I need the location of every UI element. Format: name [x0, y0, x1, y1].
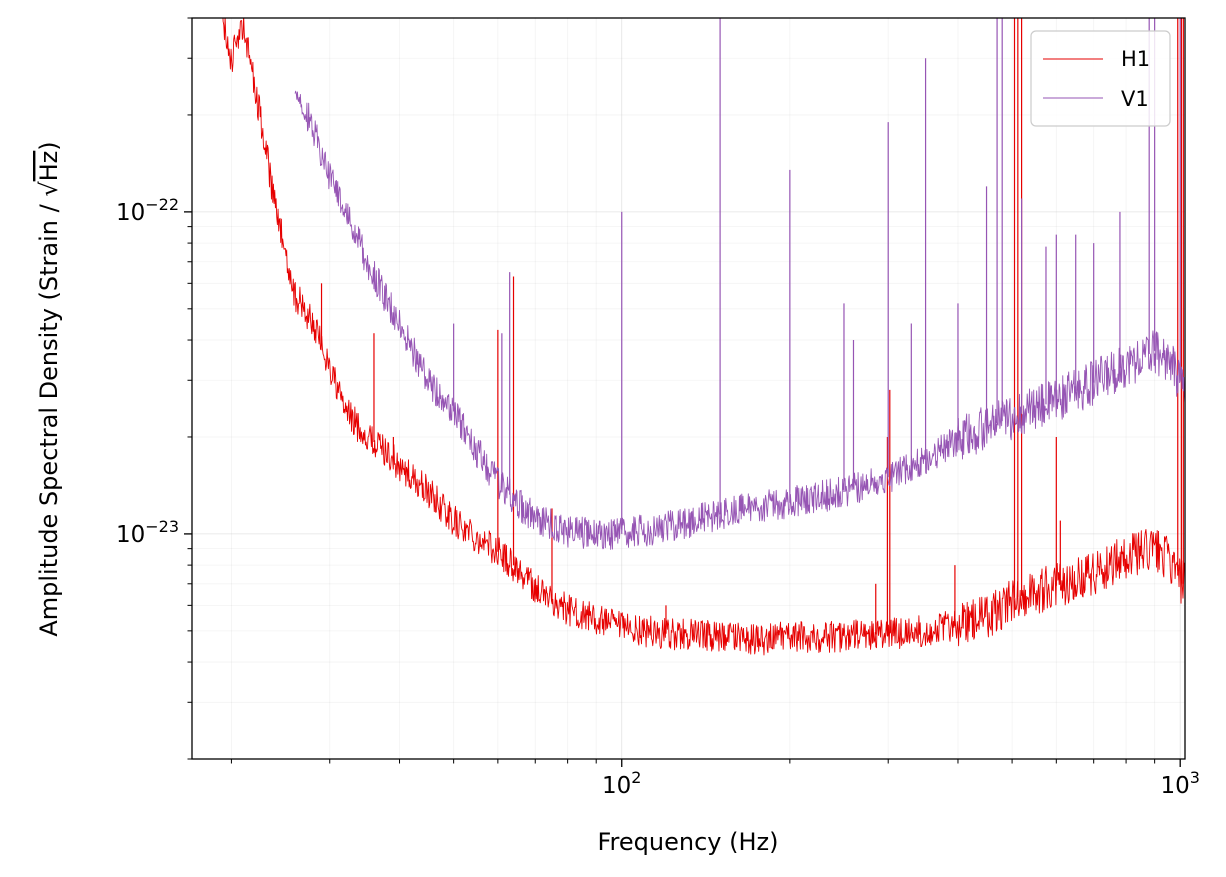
x-tick-label: 102: [602, 768, 641, 799]
tick-labels: 102 103 10−23 10−22: [116, 195, 1200, 799]
y-axis-title-close: ): [35, 141, 63, 150]
legend-label-h1: H1: [1121, 47, 1150, 71]
y-axis-title-sqrt: √: [35, 181, 63, 197]
y-tick-label: 10−22: [116, 195, 179, 226]
y-axis-title-unit: Hz: [35, 151, 63, 182]
y-axis-title: Amplitude Spectral Density (Strain / √Hz…: [35, 141, 63, 636]
y-axis-title-text: Amplitude Spectral Density (Strain /: [35, 197, 63, 637]
x-axis-title: Frequency (Hz): [598, 828, 779, 856]
legend-label-v1: V1: [1121, 87, 1149, 111]
legend: H1 V1: [1030, 30, 1171, 127]
svg-text:Amplitude Spectral Density (St: Amplitude Spectral Density (Strain / √Hz…: [35, 141, 63, 636]
series-line-v1: [294, 90, 1185, 550]
x-tick-label: 103: [1160, 768, 1199, 799]
ticks: [184, 17, 1181, 767]
y-tick-label: 10−23: [116, 517, 179, 548]
legend-box: [1030, 30, 1171, 127]
series-layer: [222, 18, 1185, 656]
series-line-h1: [222, 18, 1185, 656]
plot-frame: [191, 17, 1186, 760]
